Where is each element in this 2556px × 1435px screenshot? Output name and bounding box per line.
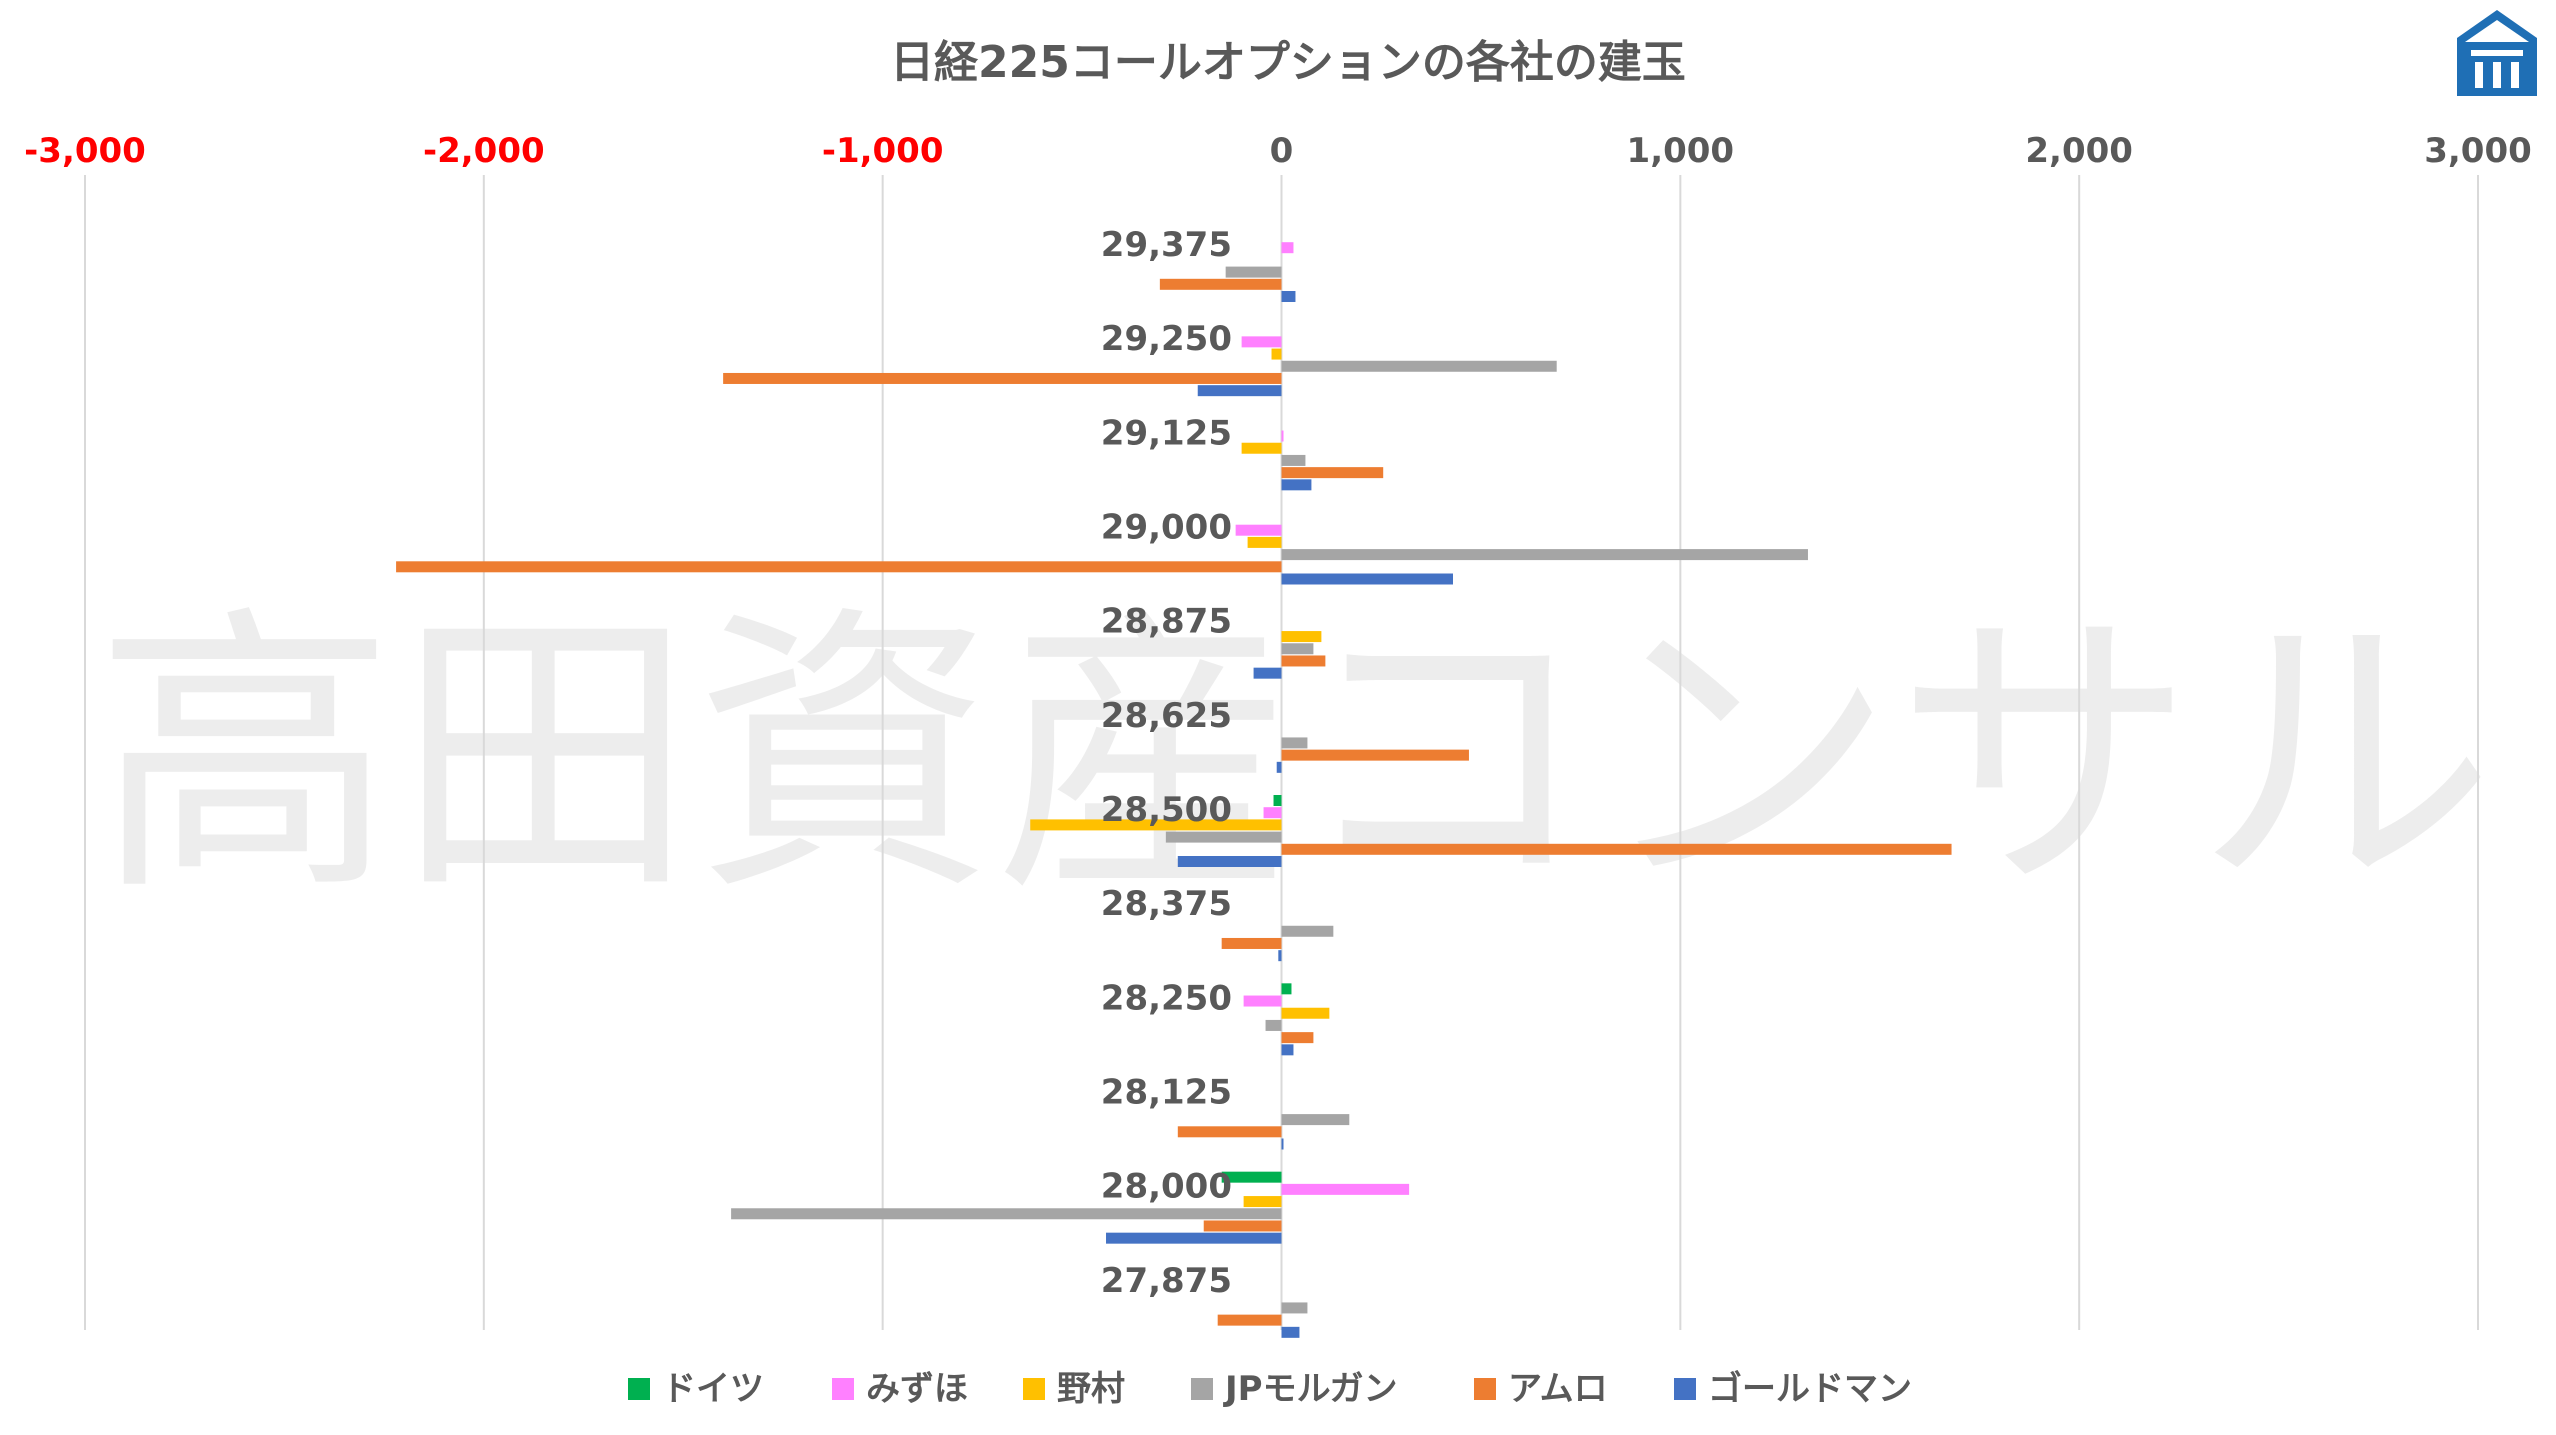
bar bbox=[1281, 242, 1294, 254]
bar bbox=[1217, 1314, 1282, 1326]
bar bbox=[1241, 442, 1282, 454]
bar bbox=[1271, 348, 1282, 360]
category-label: 29,250 bbox=[1101, 319, 1232, 359]
bar bbox=[1253, 667, 1282, 679]
bar bbox=[1159, 278, 1282, 290]
x-tick-label: -3,000 bbox=[24, 131, 146, 171]
bar bbox=[1281, 1302, 1308, 1314]
bar bbox=[1281, 655, 1326, 667]
legend-swatch bbox=[832, 1378, 854, 1400]
bar bbox=[1281, 1114, 1350, 1126]
bar bbox=[1177, 1126, 1282, 1138]
bar bbox=[1221, 1171, 1282, 1183]
bar bbox=[1281, 631, 1322, 643]
category-label: 28,000 bbox=[1101, 1167, 1232, 1207]
category-label: 27,875 bbox=[1101, 1261, 1232, 1301]
bar bbox=[1281, 454, 1306, 466]
logo-col-3 bbox=[2511, 62, 2519, 88]
x-tick-label: 0 bbox=[1270, 131, 1294, 171]
legend: ドイツ みずほ 野村 JPモルガン アムロ ゴールドマン bbox=[628, 1369, 1912, 1409]
bar bbox=[1247, 536, 1282, 548]
bar bbox=[1281, 1326, 1300, 1338]
bar bbox=[731, 1208, 1282, 1220]
bar bbox=[1281, 983, 1292, 995]
x-axis-ticks: -3,000 -2,000 -1,000 0 1,000 2,000 3,000 bbox=[24, 131, 2532, 171]
bar bbox=[1281, 291, 1296, 302]
category-label: 28,375 bbox=[1101, 884, 1232, 924]
bar bbox=[1281, 643, 1314, 655]
bar bbox=[1281, 479, 1312, 491]
bar bbox=[1276, 761, 1282, 773]
legend-label: ドイツ bbox=[662, 1369, 764, 1409]
bar bbox=[1197, 385, 1282, 397]
legend-swatch bbox=[1191, 1378, 1213, 1400]
company-logo bbox=[2457, 10, 2537, 96]
category-label: 28,250 bbox=[1101, 978, 1232, 1018]
bar bbox=[1281, 1138, 1284, 1150]
bar bbox=[1243, 995, 1282, 1007]
bar bbox=[1278, 950, 1282, 962]
legend-swatch bbox=[628, 1378, 650, 1400]
legend-label: みずほ bbox=[866, 1369, 968, 1409]
logo-roof bbox=[2465, 20, 2529, 42]
bar bbox=[1243, 1196, 1282, 1208]
x-tick-label: 1,000 bbox=[1627, 131, 1735, 171]
bar bbox=[1235, 524, 1282, 536]
bar bbox=[1281, 925, 1334, 937]
bar bbox=[1273, 795, 1282, 806]
bar bbox=[1030, 819, 1282, 831]
category-label: 28,500 bbox=[1101, 790, 1232, 830]
logo-col-1 bbox=[2475, 62, 2483, 88]
bar bbox=[1281, 1183, 1410, 1195]
bar bbox=[1241, 336, 1282, 348]
category-label: 28,875 bbox=[1101, 602, 1232, 642]
bar bbox=[1281, 430, 1284, 442]
bar bbox=[1281, 843, 1952, 855]
bar bbox=[1106, 1232, 1282, 1244]
bar bbox=[1281, 1032, 1314, 1044]
bar bbox=[1263, 807, 1282, 819]
x-tick-label: -1,000 bbox=[822, 131, 944, 171]
bar bbox=[1281, 749, 1469, 761]
legend-label: 野村 bbox=[1057, 1369, 1125, 1409]
x-tick-label: -2,000 bbox=[423, 131, 545, 171]
category-label: 29,125 bbox=[1101, 413, 1232, 453]
logo-bar bbox=[2471, 50, 2523, 56]
bar bbox=[1281, 1044, 1294, 1056]
bar bbox=[1177, 856, 1282, 867]
bar bbox=[1281, 573, 1453, 585]
bar bbox=[1281, 1007, 1330, 1019]
category-labels: 29,375 29,250 29,125 29,000 28,875 28,625 28,5… bbox=[1101, 225, 1232, 1301]
chart-title: 日経225コールオプションの各社の建玉 bbox=[890, 37, 1686, 88]
legend-swatch bbox=[1474, 1378, 1496, 1400]
category-label: 28,125 bbox=[1101, 1073, 1232, 1113]
bar bbox=[1203, 1220, 1282, 1232]
bars bbox=[396, 230, 1952, 1338]
legend-label: ゴールドマン bbox=[1708, 1369, 1912, 1409]
bar bbox=[1221, 937, 1282, 949]
bar bbox=[1265, 1019, 1282, 1031]
legend-swatch bbox=[1023, 1378, 1045, 1400]
bar bbox=[1281, 467, 1384, 479]
bar bbox=[1281, 549, 1808, 561]
bar bbox=[1165, 831, 1282, 843]
bar bbox=[396, 561, 1282, 573]
bar bbox=[1225, 266, 1282, 278]
bar bbox=[1281, 737, 1308, 749]
category-label: 28,625 bbox=[1101, 696, 1232, 736]
bar bbox=[1281, 360, 1557, 372]
category-label: 29,375 bbox=[1101, 225, 1232, 265]
legend-swatch bbox=[1674, 1378, 1696, 1400]
legend-label: JPモルガン bbox=[1223, 1369, 1398, 1409]
category-label: 29,000 bbox=[1101, 508, 1232, 548]
x-tick-label: 2,000 bbox=[2025, 131, 2133, 171]
x-tick-label: 3,000 bbox=[2424, 131, 2532, 171]
legend-label: アムロ bbox=[1508, 1369, 1608, 1409]
logo-col-2 bbox=[2493, 62, 2501, 88]
bar bbox=[723, 372, 1282, 384]
